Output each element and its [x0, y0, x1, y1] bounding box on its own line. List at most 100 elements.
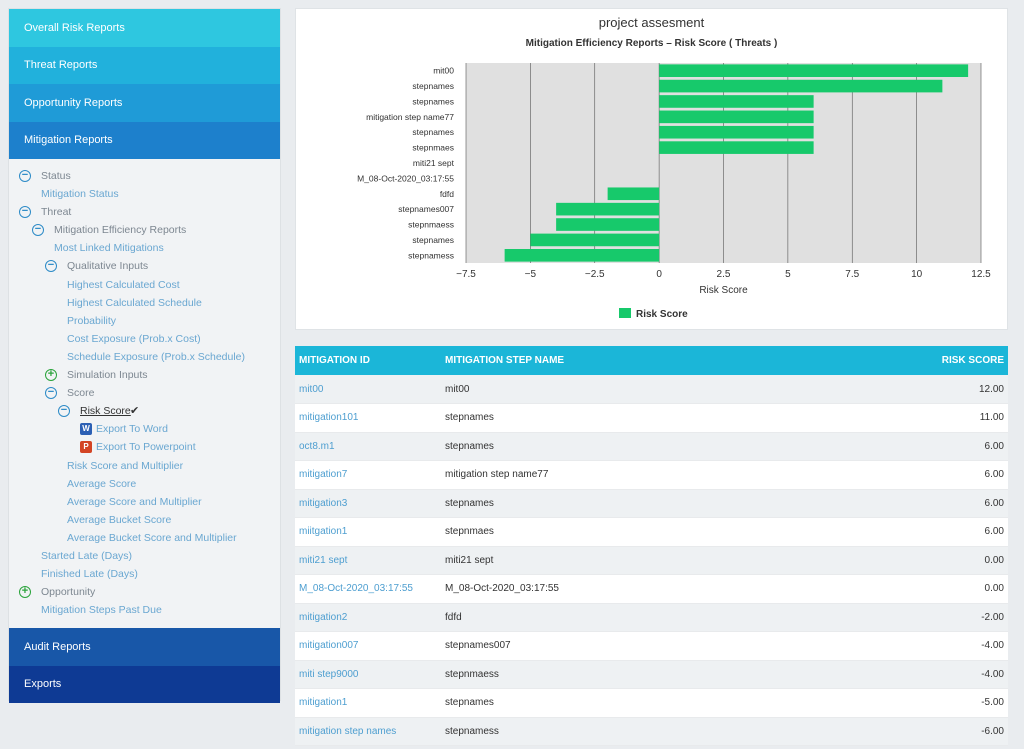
chart-panel: −7.5 −5 −2.5 0 2.5 5 7.5 10 12.5 mit00 stepnames st… [295, 8, 1008, 330]
cell-mitigation-id[interactable]: mitigation007 [295, 631, 441, 661]
table-row[interactable]: mitigation1 stepnames -5.00 [295, 688, 1008, 718]
x-tick-label: −7.5 [456, 269, 476, 280]
cell-mitigation-id[interactable]: miti step9000 [295, 660, 441, 689]
legend-label: Risk Score [636, 309, 688, 320]
tree-item-average-bucket-score-and-multiplier[interactable]: Average Bucket Score and Multiplier [9, 529, 280, 547]
table-row[interactable]: mitigation007 stepnames007 -4.00 [295, 631, 1008, 661]
bar [659, 110, 814, 124]
col-risk-score[interactable]: RISK SCORE [806, 346, 1008, 375]
cell-mitigation-id[interactable]: mitigation101 [295, 403, 441, 433]
cell-mitigation-id[interactable]: mitigation7 [295, 460, 441, 490]
cell-risk-score: 0.00 [806, 574, 1008, 604]
tree-item-risk-score-and-multiplier[interactable]: Risk Score and Multiplier [9, 457, 280, 475]
tree-item-opportunity[interactable]: + Opportunity [9, 583, 280, 601]
tree-item-average-score-and-multiplier[interactable]: Average Score and Multiplier [9, 493, 280, 511]
tree-item-average-score[interactable]: Average Score [9, 475, 280, 493]
tree-item-started-late-days[interactable]: Started Late (Days) [9, 547, 280, 565]
report-tree: − Status Mitigation Status − Threat − Mitigati… [9, 159, 280, 628]
tree-label: Simulation Inputs [67, 369, 148, 382]
x-tick-label: 10 [911, 269, 923, 280]
tree-item-mitigation-status[interactable]: Mitigation Status [9, 185, 280, 203]
tree-item-export-to-powerpoint[interactable]: P Export To Powerpoint [9, 438, 280, 456]
expand-icon[interactable]: + [19, 586, 31, 599]
collapse-icon[interactable]: − [32, 224, 44, 237]
tree-label: Opportunity [41, 586, 96, 599]
nav-threat-reports[interactable]: Threat Reports [9, 46, 280, 84]
table-row[interactable]: M_08-Oct-2020_03:17:55 M_08-Oct-2020_03:1… [295, 574, 1008, 604]
cell-mitigation-id[interactable]: mit00 [295, 375, 441, 404]
table-row[interactable]: miti21 sept miti21 sept 0.00 [295, 546, 1008, 575]
tree-item-average-bucket-score[interactable]: Average Bucket Score [9, 511, 280, 529]
nav-opportunity-reports[interactable]: Opportunity Reports [9, 84, 280, 122]
cell-risk-score: -5.00 [806, 688, 1008, 718]
cell-mitigation-id[interactable]: mitigation3 [295, 489, 441, 518]
tree-item-export-to-word[interactable]: W Export To Word [9, 420, 280, 438]
tree-label: Schedule Exposure (Prob.x Schedule) [67, 350, 246, 363]
table-row[interactable]: miti step9000 stepnmaess -4.00 [295, 660, 1008, 689]
nav-mitigation-reports[interactable]: Mitigation Reports [9, 121, 280, 159]
table-row[interactable]: mitigation2 fdfd -2.00 [295, 603, 1008, 632]
tree-item-highest-calculated-cost[interactable]: Highest Calculated Cost [9, 276, 280, 294]
cell-mitigation-id[interactable]: miitgation1 [295, 517, 441, 547]
table-row[interactable]: mitigation101 stepnames 11.00 [295, 403, 1008, 433]
bar [607, 187, 660, 201]
col-step-name[interactable]: MITIGATION STEP NAME [441, 346, 807, 375]
cell-step-name: stepnames [441, 688, 807, 718]
collapse-icon[interactable]: − [19, 206, 31, 219]
nav-audit-reports[interactable]: Audit Reports [9, 628, 280, 666]
tree-item-status[interactable]: − Status [9, 167, 280, 185]
cell-step-name: stepnamess [441, 717, 807, 746]
table-row[interactable]: mitigation7 mitigation step name77 6.00 [295, 460, 1008, 490]
table-row[interactable]: mitigation step names stepnamess -6.00 [295, 717, 1008, 746]
tree-item-highest-calculated-schedule[interactable]: Highest Calculated Schedule [9, 294, 280, 312]
tree-item-schedule-exposure-prob-x-schedule[interactable]: Schedule Exposure (Prob.x Schedule) [9, 348, 280, 366]
cell-mitigation-id[interactable]: oct8.m1 [295, 432, 441, 461]
cell-mitigation-id[interactable]: mitigation2 [295, 603, 441, 632]
tree-label: Average Bucket Score [67, 513, 172, 526]
cell-step-name: stepnmaess [441, 660, 807, 689]
nav-overall-risk-reports[interactable]: Overall Risk Reports [9, 9, 280, 47]
nav-exports[interactable]: Exports [9, 665, 280, 703]
tree-label: Started Late (Days) [41, 549, 133, 562]
tree-item-finished-late-days[interactable]: Finished Late (Days) [9, 565, 280, 583]
x-tick-label: 0 [656, 269, 662, 280]
tree-label: Mitigation Status [41, 188, 119, 201]
tree-item-cost-exposure-prob-x-cost[interactable]: Cost Exposure (Prob.x Cost) [9, 330, 280, 348]
tree-item-risk-score[interactable]: − Risk Score ✔ [9, 402, 280, 420]
cell-mitigation-id[interactable]: mitigation step names [295, 717, 441, 746]
table-row[interactable]: miitgation1 stepnmaes 6.00 [295, 517, 1008, 547]
tree-label: Finished Late (Days) [41, 568, 138, 581]
cell-step-name: stepnames [441, 489, 807, 518]
tree-label: Highest Calculated Schedule [67, 296, 202, 309]
powerpoint-icon: P [80, 441, 92, 454]
tree-item-simulation-inputs[interactable]: + Simulation Inputs [9, 366, 280, 384]
tree-item-threat[interactable]: − Threat [9, 203, 280, 221]
cell-step-name: mit00 [441, 375, 807, 404]
table-row[interactable]: mit00 mit00 12.00 [295, 375, 1008, 404]
tree-item-qualitative-inputs[interactable]: − Qualitative Inputs [9, 257, 280, 275]
chart-subtitle: Mitigation Efficiency Reports – Risk Sco… [525, 38, 778, 49]
tree-item-score[interactable]: − Score [9, 384, 280, 402]
y-tick-label: M_08-Oct-2020_03:17:55 [357, 173, 454, 183]
tree-item-probability[interactable]: Probability [9, 312, 280, 330]
tree-label: Mitigation Steps Past Due [41, 604, 162, 617]
collapse-icon[interactable]: − [19, 170, 31, 182]
collapse-icon[interactable]: − [45, 260, 57, 273]
cell-mitigation-id[interactable]: miti21 sept [295, 546, 441, 575]
x-tick-label: −5 [525, 269, 537, 280]
chart-title: project assesment [598, 15, 705, 30]
collapse-icon[interactable]: − [58, 405, 70, 418]
y-tick-label: mitigation step name77 [366, 112, 454, 122]
col-mitigation-id[interactable]: MITIGATION ID [295, 346, 441, 375]
tree-item-most-linked-mitigations[interactable]: Most Linked Mitigations [9, 239, 280, 257]
cell-mitigation-id[interactable]: mitigation1 [295, 688, 441, 718]
tree-item-mitigation-steps-past-due[interactable]: Mitigation Steps Past Due [9, 601, 280, 619]
table-row[interactable]: oct8.m1 stepnames 6.00 [295, 432, 1008, 461]
cell-mitigation-id[interactable]: M_08-Oct-2020_03:17:55 [295, 574, 441, 604]
tree-item-mitigation-efficiency-reports[interactable]: − Mitigation Efficiency Reports [9, 221, 280, 239]
expand-icon[interactable]: + [45, 369, 57, 382]
y-tick-label: stepnamess [408, 250, 454, 260]
y-tick-label: stepnames [412, 96, 454, 106]
collapse-icon[interactable]: − [45, 387, 57, 400]
table-row[interactable]: mitigation3 stepnames 6.00 [295, 489, 1008, 518]
